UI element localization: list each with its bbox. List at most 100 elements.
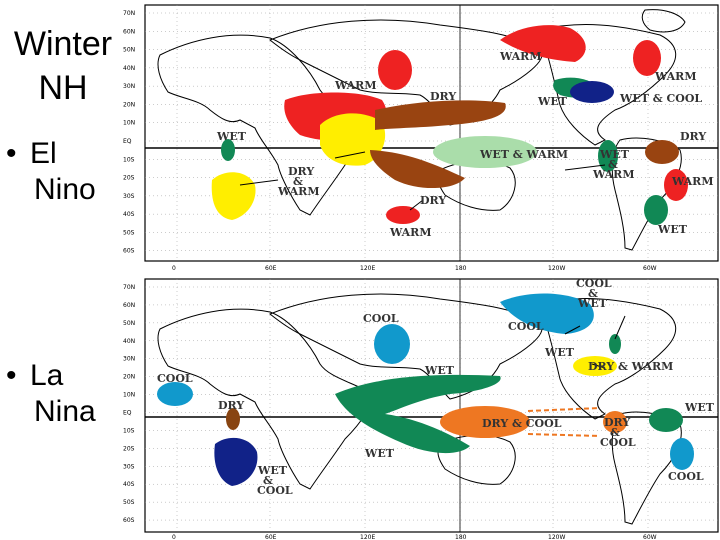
- region-dry-australia: [370, 150, 465, 189]
- region-warm-sam: [664, 169, 688, 201]
- label-cool-asia: COOL: [363, 312, 399, 325]
- lon-tick-label: 60W: [643, 534, 657, 540]
- label-cool-na: COOL: [508, 320, 544, 333]
- lon-tick-label: 60E: [265, 534, 277, 540]
- lat-tick-label: 50S: [123, 499, 135, 506]
- label-wet-afr-c: COOL: [257, 484, 293, 497]
- greenland-coast: [641, 9, 686, 33]
- lat-tick-label: 60S: [123, 248, 135, 255]
- lat-tick-label: 60S: [123, 517, 135, 524]
- label-cool-top-b: &: [588, 287, 598, 300]
- lat-tick-label: 50S: [123, 229, 135, 236]
- label-dry-warm: DRY & WARM: [588, 360, 673, 373]
- region-cool-na: [500, 293, 594, 334]
- el-nino-map: 70N 60N 50N 40N 30N 20N 10N EQ 10S 20S 30S 40S 50S 60…: [120, 0, 720, 272]
- label-dry-pac: DRY: [430, 90, 456, 103]
- bullet-el-nino: • El Nino: [6, 136, 96, 208]
- label-cool-sam: COOL: [668, 470, 704, 483]
- title-line-1: Winter: [13, 25, 113, 63]
- arrow-line: [614, 315, 626, 340]
- bullet-el-nino-line-2: Nino: [34, 173, 96, 206]
- arrow-line: [564, 164, 606, 171]
- region-dry-cool-sam: [603, 411, 627, 433]
- region-wet-pacific: [335, 374, 501, 454]
- arrows: [564, 315, 626, 369]
- lat-tick-label: 30S: [123, 463, 135, 470]
- lat-tick-label: 10N: [123, 120, 135, 127]
- anomaly-regions: [157, 293, 694, 486]
- region-wet-africa: [221, 139, 235, 161]
- region-warm-npac: [378, 50, 412, 90]
- label-wet-australia: WET: [364, 447, 395, 460]
- africa-eurasia-coast: [157, 308, 372, 490]
- dashed-line: [527, 433, 601, 437]
- arrows: [239, 151, 606, 211]
- label-wet-warm2-c: WARM: [592, 168, 635, 181]
- el-nino-map-svg: 70N 60N 50N 40N 30N 20N 10N EQ 10S 20S 30S 40S 50S 60…: [123, 4, 719, 272]
- label-wet-sam: WET: [684, 401, 715, 414]
- label-wet-cool: WET & COOL: [619, 92, 702, 105]
- bullet-el-nino-line-1: El: [30, 137, 57, 170]
- label-warm-npac: WARM: [499, 50, 542, 63]
- arrow-line: [409, 199, 424, 211]
- label-dry-cool2-a: DRY: [604, 416, 630, 429]
- region-yellow-indonesia: [320, 113, 386, 166]
- lat-tick-label: 10S: [123, 156, 135, 163]
- lon-tick-label: 60W: [643, 265, 657, 272]
- longitude-labels: 0 60E 120E 180 120W 60W: [172, 534, 657, 540]
- arrow-line: [239, 179, 279, 186]
- label-wet-pacific: WET: [424, 364, 455, 377]
- map-frame: [144, 4, 719, 262]
- bullet-la-nina: • La Nina: [6, 358, 96, 430]
- region-wet-sam: [649, 408, 683, 432]
- label-dry-cool: DRY & COOL: [482, 417, 562, 430]
- label-wet-warm2-a: WET: [599, 148, 630, 161]
- lat-tick-label: 40N: [123, 338, 135, 345]
- lon-tick-label: 120E: [360, 265, 375, 272]
- lat-tick-label: 30S: [123, 193, 135, 200]
- region-wet-cool-us: [570, 81, 614, 103]
- label-cool-top-a: COOL: [576, 277, 612, 290]
- region-warm-aus: [386, 206, 420, 224]
- region-cool-sam: [670, 438, 694, 470]
- label-wet-warm2-b: &: [608, 158, 618, 171]
- label-cool-top-c: WET: [577, 297, 608, 310]
- lat-tick-label: EQ: [123, 410, 132, 417]
- region-dry-warm-us: [573, 356, 617, 376]
- arrow-line: [334, 151, 366, 159]
- bullet-la-nina-line-1: La: [30, 359, 64, 392]
- latitude-labels: 70N 60N 50N 40N 30N 20N 10N EQ 10S 20S 30S 40S 50S 60…: [123, 284, 135, 524]
- region-dry-pacific: [375, 100, 506, 130]
- lat-tick-label: 10S: [123, 427, 135, 434]
- label-dry-cool2-b: &: [610, 426, 620, 439]
- africa-eurasia-coast: [157, 34, 372, 216]
- lat-tick-label: 50N: [123, 47, 135, 54]
- label-wet-us: WET: [544, 346, 575, 359]
- lon-tick-label: 0: [172, 265, 176, 272]
- label-wet-sam: WET: [657, 223, 688, 236]
- lon-tick-label: 0: [172, 534, 176, 540]
- lon-tick-label: 180: [455, 265, 467, 272]
- north-america-coast: [539, 24, 677, 146]
- label-dry-cool2-c: COOL: [600, 436, 636, 449]
- lon-tick-label: 180: [455, 534, 467, 540]
- label-dry-warm-b: &: [293, 175, 303, 188]
- label-dry-sam: DRY: [680, 130, 706, 143]
- lat-tick-label: 70N: [123, 284, 135, 291]
- lat-tick-label: 60N: [123, 28, 135, 35]
- region-wet-warm: [433, 136, 537, 168]
- region-wet-sam: [644, 195, 668, 225]
- region-wet-warm-sam: [598, 140, 618, 172]
- region-dry-cool: [440, 406, 530, 438]
- lon-tick-label: 60E: [265, 265, 277, 272]
- label-dry-warm-a: DRY: [288, 165, 314, 178]
- bullet-dot-icon: •: [6, 137, 17, 170]
- region-labels: WARM WARM DRY WARM WET WET & COOL WET DR…: [216, 50, 714, 239]
- label-warm-sam: WARM: [671, 175, 714, 188]
- lat-tick-label: 40S: [123, 211, 135, 218]
- label-wet-afr-a: WET: [257, 464, 288, 477]
- region-labels: COOL & WET COOL COOL WET DRY & WARM WET …: [157, 277, 715, 497]
- label-warm-aus: WARM: [389, 226, 432, 239]
- lat-tick-label: EQ: [123, 138, 132, 145]
- label-wet-warm: WET & WARM: [479, 148, 568, 161]
